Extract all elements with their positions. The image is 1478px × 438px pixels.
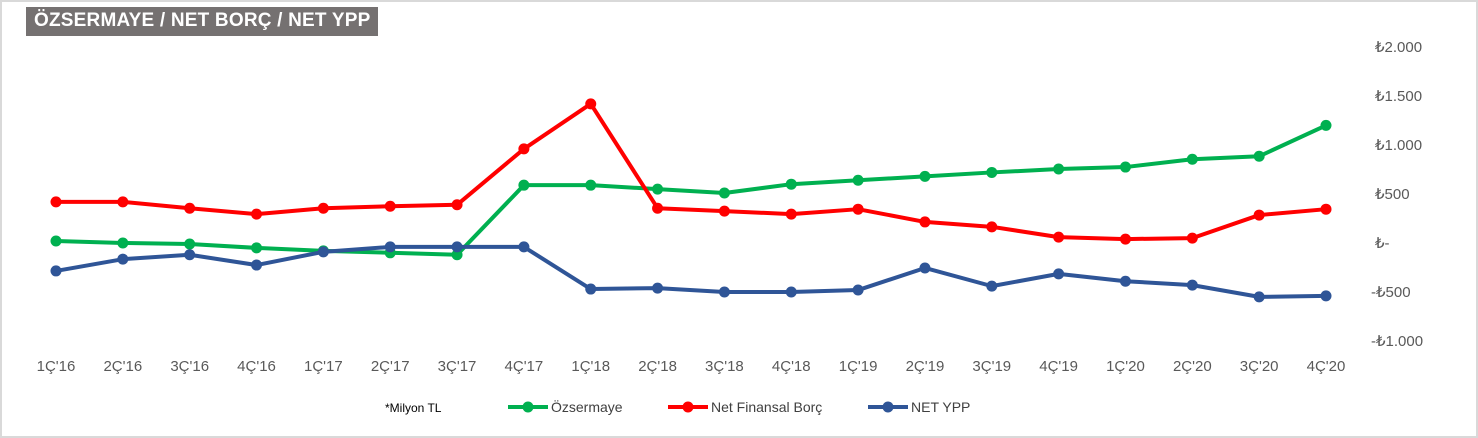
data-point — [184, 238, 196, 250]
x-tick-label: 2Ç'19 — [906, 358, 945, 375]
x-tick-label: 1Ç'17 — [304, 358, 343, 375]
data-point — [1253, 150, 1265, 162]
legend-label: NET YPP — [911, 399, 970, 415]
data-point — [1053, 268, 1065, 280]
data-point — [718, 187, 730, 199]
data-point — [451, 199, 463, 211]
x-tick-label: 4Ç'20 — [1307, 358, 1346, 375]
x-tick-label: 4Ç'17 — [505, 358, 544, 375]
data-point — [919, 216, 931, 228]
data-point — [852, 174, 864, 186]
y-tick-label: -₺1.000 — [1371, 333, 1423, 350]
y-tick-label: ₺1.500 — [1375, 88, 1422, 105]
x-tick-label: 3Ç'16 — [170, 358, 209, 375]
legend-label: Net Finansal Borç — [711, 399, 822, 415]
data-point — [50, 235, 62, 247]
x-tick-label: 3Ç'18 — [705, 358, 744, 375]
x-tick-label: 1Ç'16 — [37, 358, 76, 375]
x-tick-label: 3Ç'17 — [438, 358, 477, 375]
data-point — [1119, 275, 1131, 287]
data-point — [251, 259, 263, 271]
x-tick-label: 2Ç'20 — [1173, 358, 1212, 375]
data-point — [184, 202, 196, 214]
legend-marker — [682, 401, 694, 413]
chart-title: ÖZSERMAYE / NET BORÇ / NET YPP — [26, 7, 379, 36]
x-tick-label: 3Ç'20 — [1240, 358, 1279, 375]
data-point — [585, 179, 597, 191]
data-point — [518, 143, 530, 155]
data-point — [1253, 209, 1265, 221]
data-point — [117, 196, 129, 208]
x-tick-label: 2Ç'16 — [103, 358, 142, 375]
data-point — [652, 282, 664, 294]
data-point — [585, 98, 597, 110]
data-point — [785, 208, 797, 220]
data-point — [251, 242, 263, 254]
x-tick-label: 4Ç'18 — [772, 358, 811, 375]
legend-marker — [522, 401, 534, 413]
y-tick-label: ₺500 — [1375, 186, 1410, 203]
data-point — [1119, 161, 1131, 173]
data-point — [384, 200, 396, 212]
x-tick-label: 2Ç'17 — [371, 358, 410, 375]
legend-marker — [882, 401, 894, 413]
data-point — [1119, 233, 1131, 245]
data-point — [1053, 231, 1065, 243]
x-tick-label: 1Ç'20 — [1106, 358, 1145, 375]
data-point — [1186, 279, 1198, 291]
data-point — [518, 179, 530, 191]
series-line-2 — [55, 244, 1327, 299]
data-point — [50, 196, 62, 208]
x-tick-label: 2Ç'18 — [638, 358, 677, 375]
data-point — [451, 249, 463, 261]
data-point — [184, 249, 196, 261]
x-tick-label: 4Ç'16 — [237, 358, 276, 375]
x-tick-label: 4Ç'19 — [1039, 358, 1078, 375]
data-point — [986, 280, 998, 292]
data-point — [251, 208, 263, 220]
data-point — [1186, 153, 1198, 165]
data-point — [1320, 290, 1332, 302]
data-point — [1253, 291, 1265, 303]
data-point — [852, 203, 864, 215]
data-point — [718, 205, 730, 217]
legend-label: Özsermaye — [551, 398, 623, 415]
x-tick-label: 1Ç'18 — [571, 358, 610, 375]
y-tick-label: ₺- — [1375, 235, 1390, 252]
data-point — [986, 221, 998, 233]
data-point — [317, 246, 329, 258]
data-point — [1186, 232, 1198, 244]
data-point — [919, 262, 931, 274]
data-point — [919, 170, 931, 182]
unit-note: *Milyon TL — [385, 401, 442, 415]
data-point — [1320, 203, 1332, 215]
data-point — [852, 284, 864, 296]
data-point — [451, 241, 463, 253]
data-point — [1053, 163, 1065, 175]
data-point — [384, 241, 396, 253]
data-point — [585, 283, 597, 295]
x-tick-label: 1Ç'19 — [839, 358, 878, 375]
y-tick-label: ₺1.000 — [1375, 137, 1422, 154]
data-point — [317, 202, 329, 214]
data-point — [718, 286, 730, 298]
x-tick-label: 3Ç'19 — [972, 358, 1011, 375]
data-point — [986, 166, 998, 178]
y-tick-label: -₺500 — [1371, 284, 1411, 301]
data-point — [117, 237, 129, 249]
series-line-1 — [56, 101, 1327, 242]
data-point — [652, 202, 664, 214]
data-point — [518, 241, 530, 253]
data-point — [652, 183, 664, 195]
data-point — [1320, 119, 1332, 131]
data-point — [50, 265, 62, 277]
y-tick-label: ₺2.000 — [1375, 39, 1422, 56]
data-point — [785, 178, 797, 190]
series-line-0 — [55, 123, 1327, 257]
data-point — [785, 286, 797, 298]
data-point — [117, 253, 129, 265]
